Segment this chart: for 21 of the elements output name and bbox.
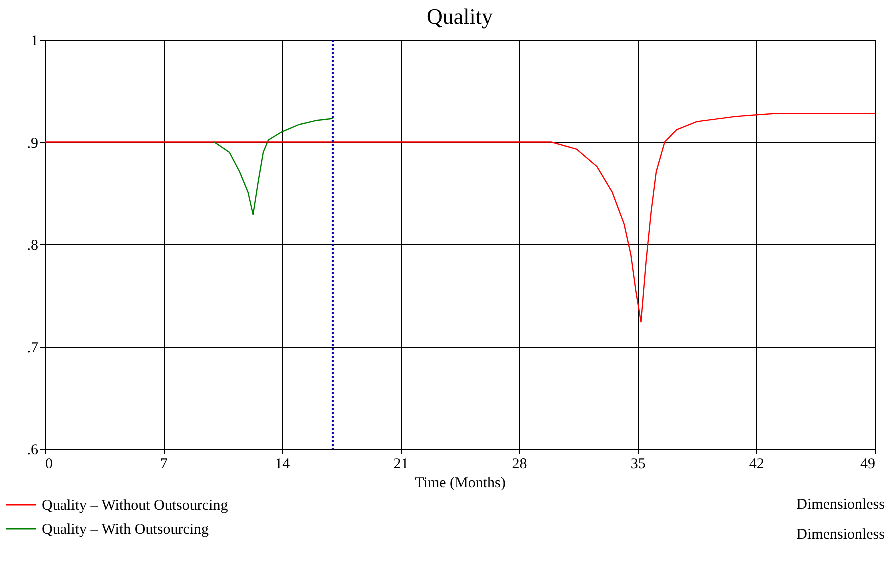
x-tick-label: 28 [512,456,528,472]
x-tick-label: 42 [749,456,764,472]
y-tick-label: 1 [31,34,38,50]
x-tick-label: 21 [394,456,409,472]
y-tick-label: .7 [27,340,39,356]
legend-label: Quality – Without Outsourcing [42,498,229,514]
x-tick-label: 0 [46,456,53,472]
x-tick-label: 49 [860,456,876,472]
y-tick-label: .8 [27,238,38,254]
chart-title: Quality [427,4,493,29]
x-tick-label: 35 [630,456,646,472]
x-tick-label: 14 [275,456,291,472]
text: Dimensionless [796,527,886,543]
x-tick-label: 7 [160,456,168,472]
text: Dimensionless [796,497,886,513]
line-series [214,118,334,216]
y-tick-label: .6 [27,442,39,458]
y-tick-label: .9 [27,136,38,152]
line-series [44,113,876,323]
legend-label: Quality – With Outsourcing [42,522,210,538]
x-axis-title: Time (Months) [415,476,506,492]
